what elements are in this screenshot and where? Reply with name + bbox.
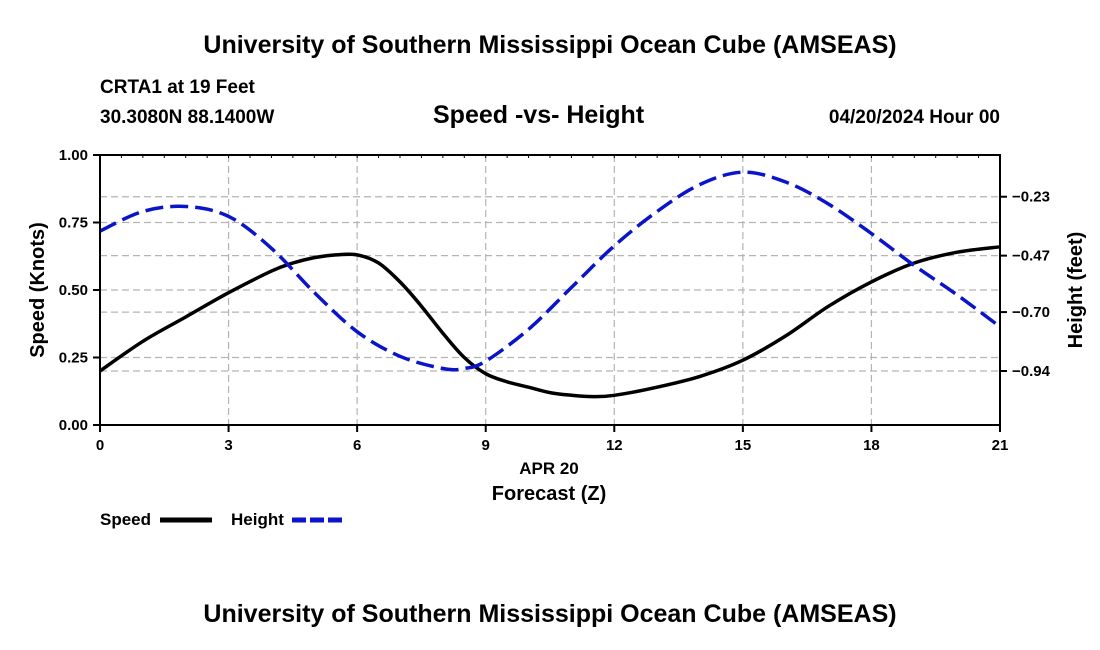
y2-tick-label: −0.23 <box>1012 189 1050 206</box>
speed-series-line <box>99 245 1001 399</box>
chart-title: University of Southern Mississippi Ocean… <box>203 31 897 59</box>
x-tick-label: 15 <box>735 437 752 454</box>
grid <box>100 155 1000 425</box>
x-tick-label: 21 <box>992 437 1009 454</box>
plot-subtitle: Speed -vs- Height <box>433 101 645 129</box>
y-tick-label: 0.75 <box>59 215 88 232</box>
x-axis-date-label: APR 20 <box>519 459 579 478</box>
y-tick-label: 0.50 <box>59 282 88 299</box>
x-tick-label: 18 <box>863 437 880 454</box>
y-tick-label: 1.00 <box>59 147 88 164</box>
x-axis-title: Forecast (Z) <box>492 483 606 505</box>
station-label: CRTA1 at 19 Feet <box>100 77 255 98</box>
y-tick-label: 0.25 <box>59 350 88 367</box>
y2-axis-title: Height (feet) <box>1065 232 1087 349</box>
x-tick-label: 9 <box>482 437 490 454</box>
forecast-datetime: 04/20/2024 Hour 00 <box>828 107 1000 128</box>
legend: Speed Height <box>100 510 343 529</box>
y-tick-label: 0.00 <box>59 417 88 434</box>
axes: 0 3 6 9 12 15 18 21 0.00 0.25 0.50 0.75 1.00 −0.23 −0.… <box>59 147 1051 454</box>
series-lines <box>99 170 1002 399</box>
y2-tick-label: −0.47 <box>1012 248 1050 265</box>
legend-speed-label: Speed <box>100 510 151 529</box>
x-tick-label: 3 <box>224 437 232 454</box>
y2-tick-label: −0.70 <box>1012 304 1050 321</box>
y-axis-title: Speed (Knots) <box>27 222 49 358</box>
x-tick-label: 0 <box>96 437 104 454</box>
legend-height-label: Height <box>231 510 284 529</box>
x-tick-label: 6 <box>353 437 361 454</box>
station-coords: 30.3080N 88.1400W <box>100 107 275 128</box>
height-series-line <box>99 170 1002 372</box>
y2-tick-label: −0.94 <box>1012 363 1051 380</box>
footer-title: University of Southern Mississippi Ocean… <box>203 600 897 628</box>
x-tick-label: 12 <box>606 437 623 454</box>
